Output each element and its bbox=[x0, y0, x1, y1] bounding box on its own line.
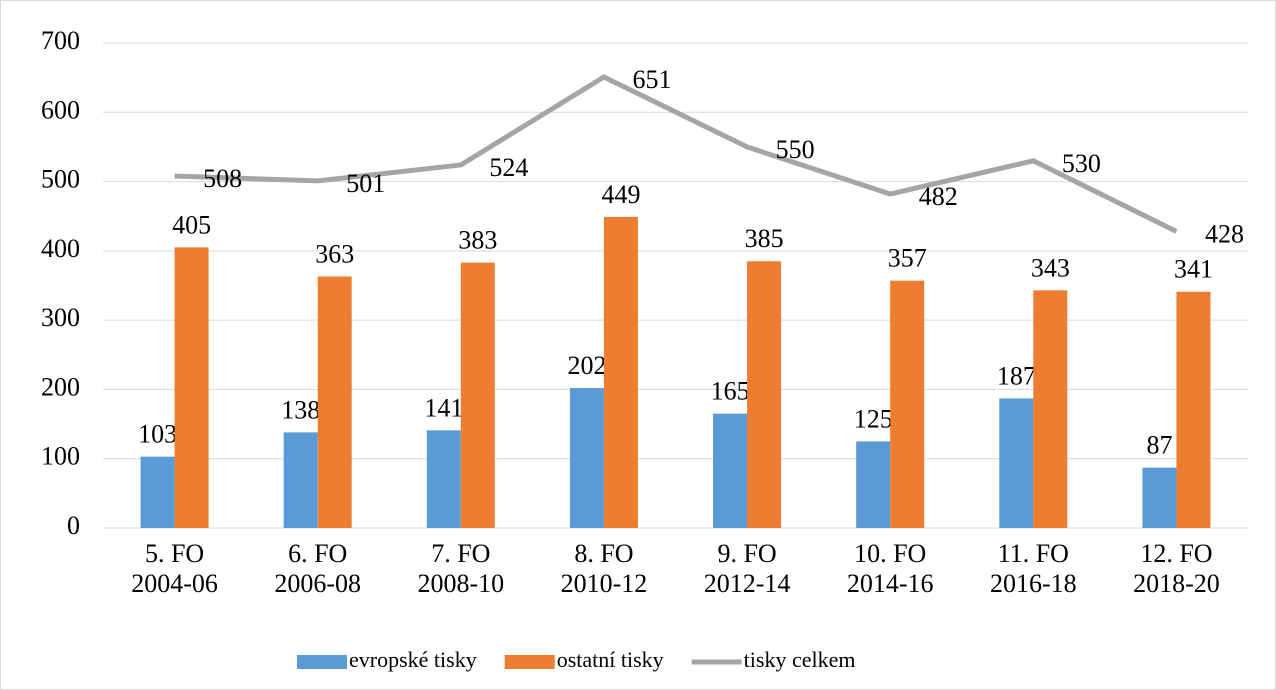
y-tick-label: 200 bbox=[41, 372, 80, 401]
y-tick-label: 400 bbox=[41, 234, 80, 263]
x-tick-label: 2004-06 bbox=[131, 569, 218, 598]
y-tick-label: 300 bbox=[41, 303, 80, 332]
legend-swatch bbox=[504, 655, 555, 669]
line bbox=[174, 74, 1178, 234]
bar bbox=[603, 216, 638, 528]
data-label: 405 bbox=[172, 210, 211, 239]
bar bbox=[1176, 291, 1211, 528]
data-label: 385 bbox=[745, 224, 784, 253]
x-tick-label: 2012-14 bbox=[704, 569, 791, 598]
y-tick-label: 500 bbox=[41, 165, 80, 194]
data-label: 125 bbox=[854, 404, 893, 433]
data-label: 530 bbox=[1062, 149, 1101, 178]
data-label: 501 bbox=[346, 169, 385, 198]
bar bbox=[317, 276, 352, 528]
x-tick-label: 2014-16 bbox=[847, 569, 934, 598]
data-label: 357 bbox=[888, 244, 927, 273]
x-tick-label: 5. FO bbox=[145, 539, 204, 568]
bar bbox=[856, 441, 891, 528]
bar bbox=[713, 413, 748, 528]
x-tick-label: 6. FO bbox=[288, 539, 347, 568]
data-label: 428 bbox=[1205, 219, 1244, 248]
bar bbox=[174, 247, 209, 528]
x-tick-label: 7. FO bbox=[431, 539, 490, 568]
x-tick-label: 8. FO bbox=[574, 539, 633, 568]
x-tick-label: 11. FO bbox=[998, 539, 1069, 568]
data-label: 508 bbox=[203, 164, 242, 193]
data-label: 651 bbox=[632, 65, 671, 94]
data-label: 103 bbox=[138, 420, 177, 449]
data-label: 138 bbox=[281, 395, 320, 424]
x-tick-label: 9. FO bbox=[717, 539, 776, 568]
bar bbox=[426, 430, 461, 528]
data-label: 550 bbox=[776, 135, 815, 164]
x-tick-label: 2006-08 bbox=[274, 569, 361, 598]
x-tick-label: 2010-12 bbox=[561, 569, 648, 598]
x-tick-label: 2018-20 bbox=[1133, 569, 1220, 598]
legend-label: evropské tisky bbox=[349, 647, 477, 672]
data-label: 524 bbox=[489, 153, 528, 182]
legend: evropské tisky ostatní tisky tisky celkem bbox=[297, 647, 855, 672]
data-label: 449 bbox=[601, 180, 640, 209]
data-label: 383 bbox=[458, 226, 497, 255]
data-label: 482 bbox=[919, 182, 958, 211]
x-tick-label: 2016-18 bbox=[990, 569, 1077, 598]
legend-label: ostatní tisky bbox=[557, 647, 664, 672]
bar bbox=[140, 456, 175, 528]
legend-label: tisky celkem bbox=[744, 647, 856, 672]
bar bbox=[999, 398, 1034, 528]
bar bbox=[890, 280, 925, 528]
data-label: 202 bbox=[567, 351, 606, 380]
data-label: 141 bbox=[424, 393, 463, 422]
y-tick-label: 700 bbox=[41, 26, 80, 55]
x-tick-label: 12. FO bbox=[1140, 539, 1212, 568]
x-tick-label: 2008-10 bbox=[417, 569, 504, 598]
data-label: 187 bbox=[997, 361, 1036, 390]
y-tick-label: 600 bbox=[41, 95, 80, 124]
data-label: 341 bbox=[1174, 255, 1213, 284]
bar bbox=[569, 388, 604, 528]
data-label: 165 bbox=[711, 377, 750, 406]
y-tick-label: 0 bbox=[67, 511, 80, 540]
x-tick-label: 10. FO bbox=[854, 539, 926, 568]
bar bbox=[1142, 467, 1177, 528]
data-label: 87 bbox=[1146, 431, 1172, 460]
data-label: 343 bbox=[1031, 253, 1070, 282]
bar bbox=[283, 432, 318, 528]
y-tick-label: 100 bbox=[41, 442, 80, 471]
bar bbox=[1033, 290, 1068, 528]
data-label: 363 bbox=[315, 239, 354, 268]
bar bbox=[460, 262, 495, 528]
bar bbox=[747, 261, 782, 528]
legend-swatch bbox=[297, 655, 347, 669]
